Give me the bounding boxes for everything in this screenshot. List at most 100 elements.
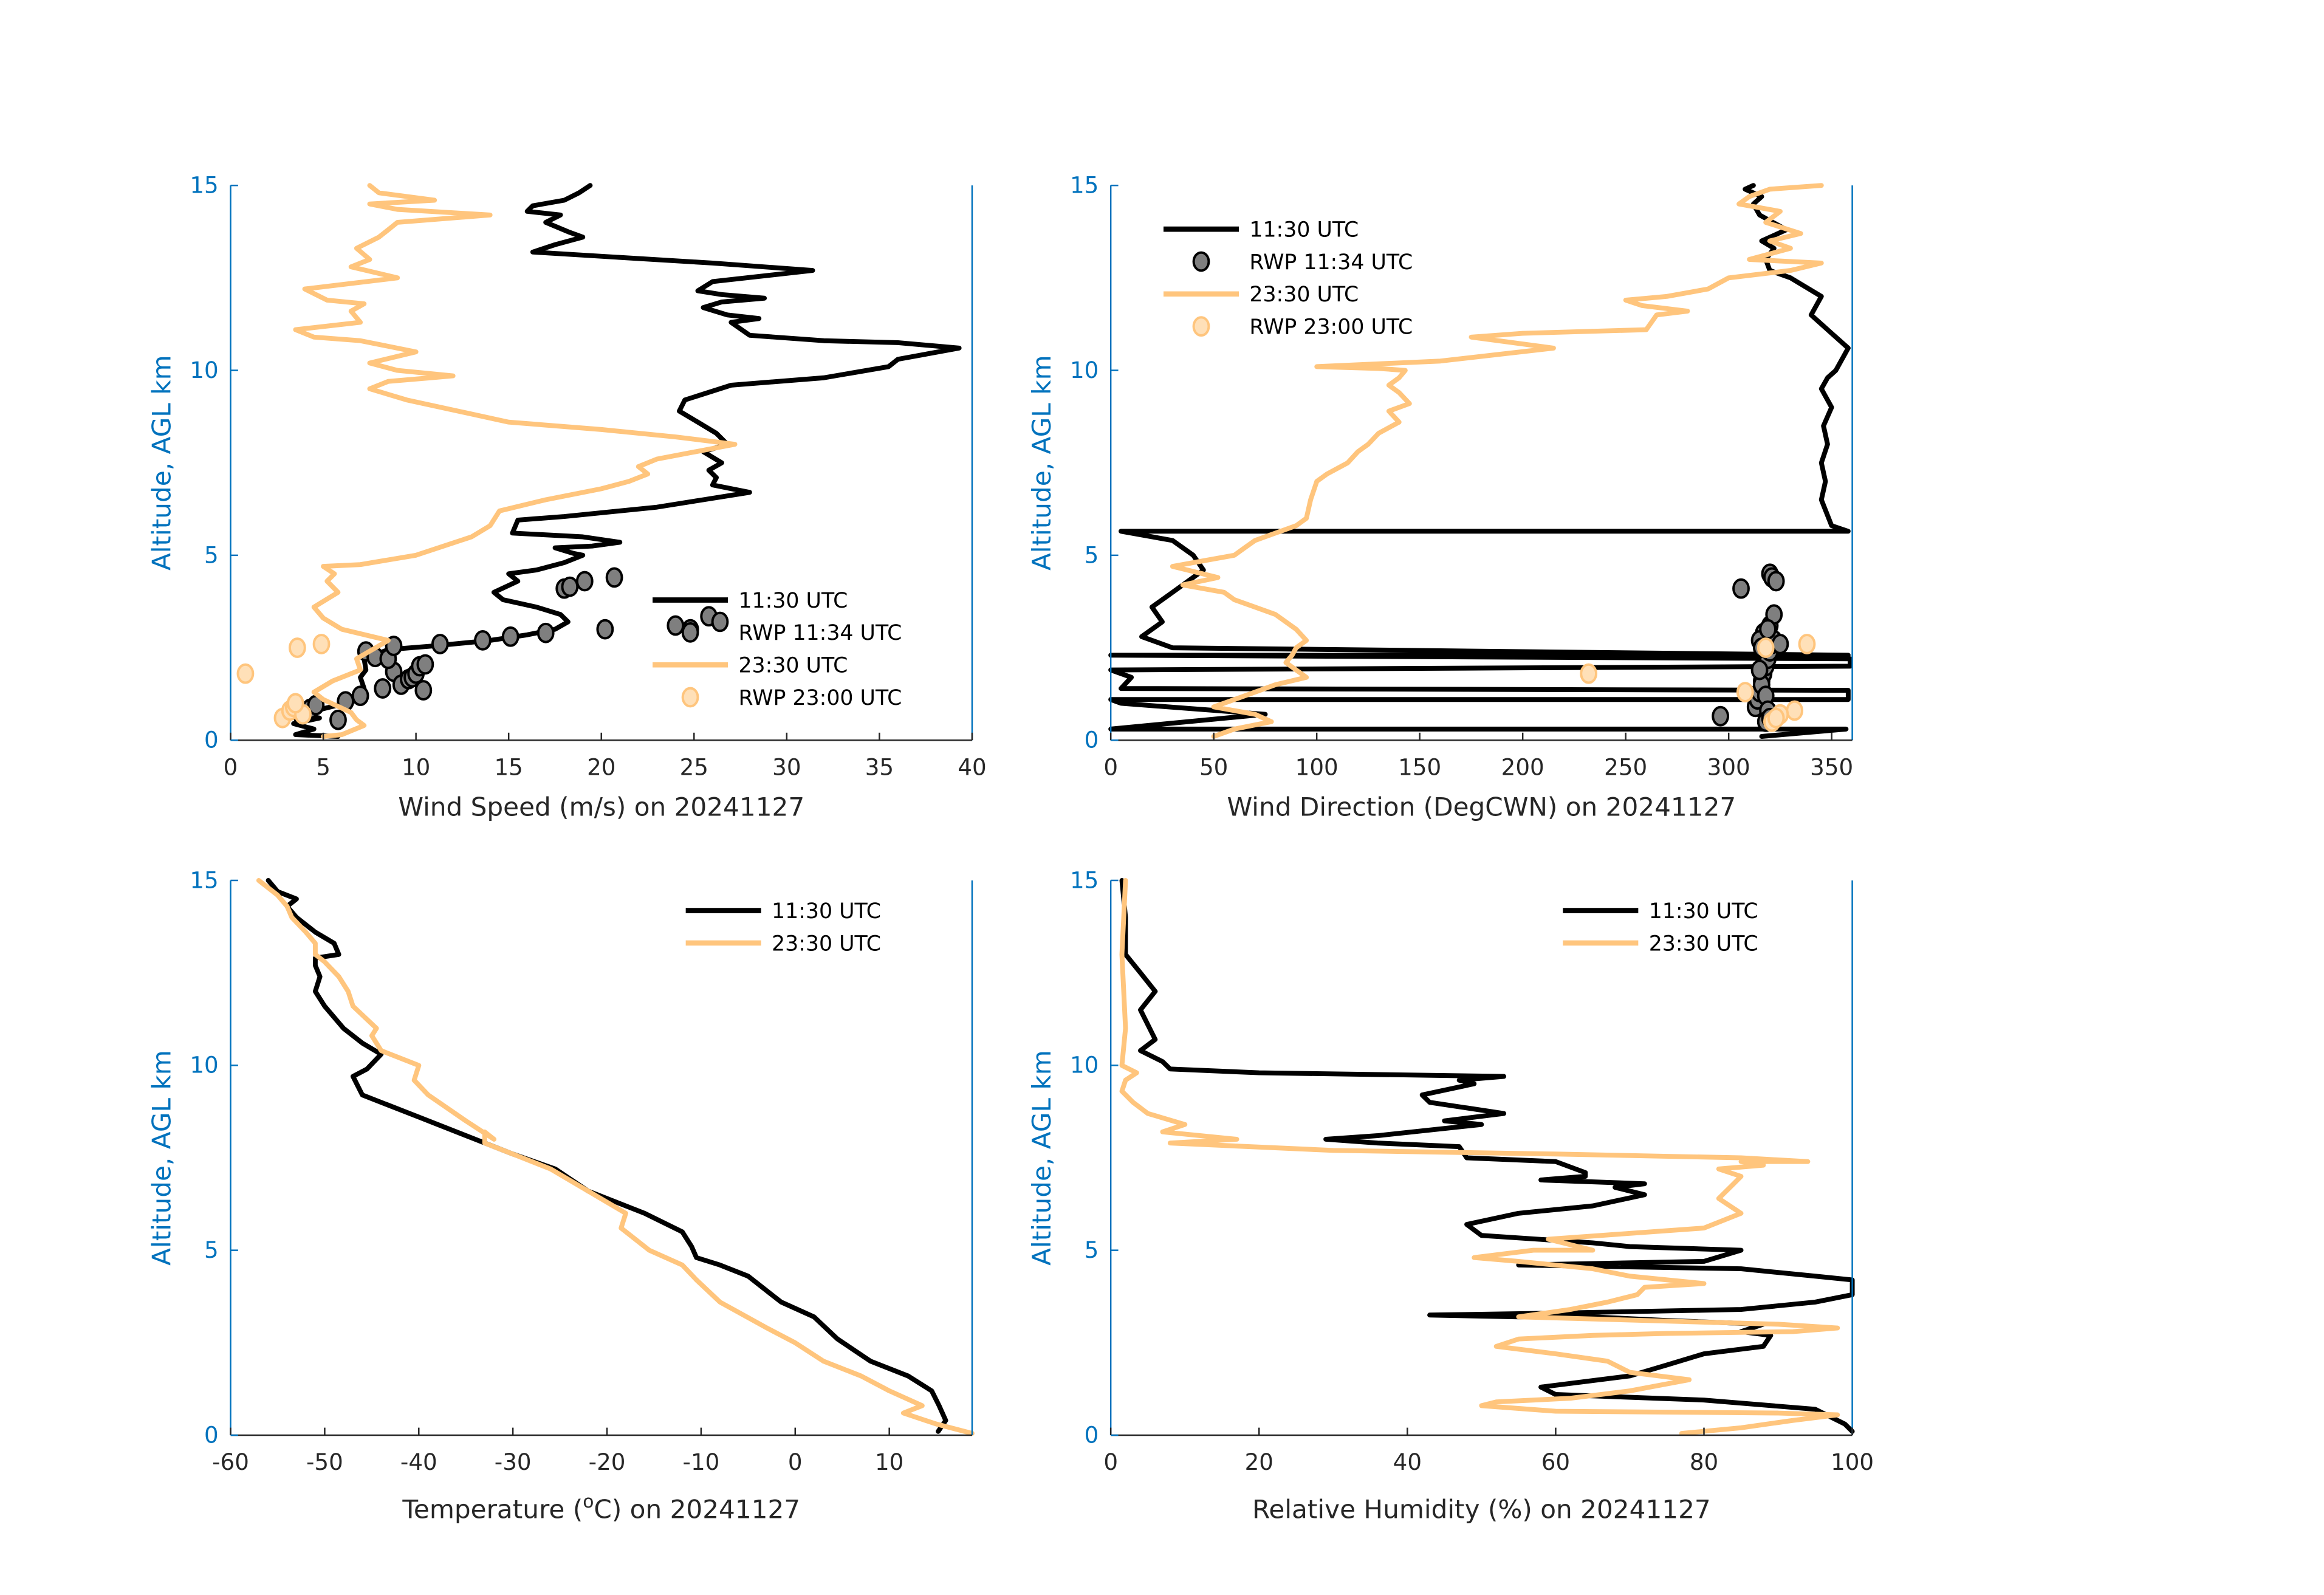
plot-area (236, 183, 962, 739)
data-point-rwp-11-34-utc (561, 576, 579, 597)
legend-item: 23:30 UTC (685, 931, 881, 956)
y-tick-label: 0 (204, 1421, 219, 1448)
x-tick-label: 0 (224, 753, 238, 780)
y-tick-label: 10 (190, 1052, 218, 1079)
panel-wind-direction: 0 50 100 150 200 250 300 350 0 5 10 15 Wind Directio… (1027, 172, 1853, 822)
x-tick-label: 35 (865, 753, 894, 780)
series-line-11-30-utc (266, 877, 948, 1434)
legend-item: RWP 11:34 UTC (681, 621, 902, 645)
legend-label: 11:30 UTC (1649, 899, 1758, 924)
y-tick-label: 10 (1070, 1052, 1099, 1079)
y-tick-label: 0 (1085, 1421, 1099, 1448)
panel-temperature: -60 -50 -40 -30 -20 -10 0 10 0 5 10 15 Temperature (… (146, 866, 975, 1524)
y-tick-label: 5 (1085, 541, 1099, 568)
legend-marker-icon (1192, 316, 1210, 337)
x-tick-label: 40 (958, 753, 986, 780)
x-tick-label: 10 (875, 1449, 903, 1475)
data-point-rwp-23-00-utc (1580, 663, 1598, 684)
data-point-rwp-23-00-utc (312, 634, 331, 654)
x-tick-label: 150 (1398, 753, 1441, 780)
x-tick-label: 20 (587, 753, 615, 780)
y-tick-label: 5 (1085, 1237, 1099, 1263)
x-tick-label: 250 (1604, 753, 1647, 780)
legend-item: RWP 23:00 UTC (681, 686, 902, 710)
data-point-rwp-11-34-utc (711, 611, 729, 633)
plot-area (1108, 183, 1853, 739)
series-line-23-30-utc (1170, 183, 1824, 739)
data-point-rwp-23-00-utc (1736, 682, 1754, 702)
legend-marker-icon (681, 687, 699, 708)
x-tick-label: 350 (1810, 753, 1853, 780)
x-axis-label-part: C) on 20241127 (594, 1494, 800, 1524)
x-axis-label-part: Temperature ( (402, 1494, 583, 1524)
legend-item: RWP 23:00 UTC (1192, 315, 1413, 340)
panel-relative-humidity: 0 20 40 60 80 100 0 5 10 15 Relative Humidity (%) … (1027, 866, 1874, 1524)
y-tick-label: 10 (1070, 357, 1099, 383)
x-tick-label: 300 (1707, 753, 1750, 780)
data-point-rwp-11-34-utc (1732, 578, 1750, 599)
x-tick-label: 40 (1393, 1449, 1422, 1475)
data-point-rwp-11-34-utc (596, 619, 614, 640)
y-tick-label: 5 (204, 541, 219, 568)
data-point-rwp-11-34-utc (536, 622, 555, 643)
data-point-rwp-11-34-utc (351, 685, 369, 707)
plot-area (256, 877, 975, 1436)
legend-label: 23:30 UTC (1649, 931, 1758, 956)
y-axis-label: Altitude, AGL km (1027, 1050, 1057, 1266)
data-point-rwp-11-34-utc (416, 654, 434, 675)
legend-item: 11:30 UTC (653, 589, 848, 613)
legend-item: 23:30 UTC (1563, 931, 1758, 956)
y-axis-label: Altitude, AGL km (146, 1050, 176, 1266)
y-tick-label: 15 (190, 172, 218, 199)
x-tick-label: 5 (316, 753, 331, 780)
legend-item: 23:30 UTC (653, 654, 848, 678)
y-tick-label: 15 (1070, 172, 1099, 199)
data-point-rwp-23-00-utc (288, 637, 306, 658)
legend-item: 11:30 UTC (1563, 899, 1758, 924)
legend-item: RWP 11:34 UTC (1192, 250, 1413, 275)
data-point-rwp-11-34-utc (667, 615, 685, 636)
x-tick-label: 50 (1199, 753, 1228, 780)
series-line-23-30-utc (256, 877, 975, 1436)
x-tick-label: -20 (589, 1449, 626, 1475)
x-axis-label: Relative Humidity (%) on 20241127 (1252, 1494, 1711, 1524)
x-tick-label: 0 (1103, 753, 1118, 780)
x-tick-label: 100 (1295, 753, 1339, 780)
data-point-rwp-11-34-utc (1759, 619, 1777, 640)
data-point-rwp-11-34-utc (1767, 571, 1785, 592)
x-tick-label: 0 (1103, 1449, 1118, 1475)
data-point-rwp-23-00-utc (286, 693, 304, 714)
series-line-23-30-utc (1119, 877, 1840, 1436)
legend-label: 23:30 UTC (1249, 283, 1359, 307)
plot-area (1119, 877, 1855, 1436)
y-tick-label: 0 (1085, 727, 1099, 753)
degree-superscript: o (583, 1491, 594, 1512)
data-point-rwp-23-00-utc (1767, 707, 1785, 729)
y-axis-label: Altitude, AGL km (1027, 355, 1057, 571)
series-line-23-30-utc (293, 183, 738, 739)
legend-label: 23:30 UTC (738, 654, 848, 678)
legend-marker-icon (681, 622, 699, 643)
legend-label: RWP 23:00 UTC (738, 686, 902, 710)
panel-wind-speed: 0 5 10 15 20 25 30 35 40 0 5 10 15 Wind Speed (m/s) o… (146, 172, 986, 822)
legend-marker-icon (1192, 251, 1210, 272)
legend-label: RWP 11:34 UTC (738, 621, 902, 645)
x-tick-label: 25 (680, 753, 708, 780)
x-tick-label: -10 (683, 1449, 720, 1475)
data-point-rwp-11-34-utc (329, 709, 347, 730)
legend-label: 11:30 UTC (772, 899, 881, 924)
x-tick-label: 30 (772, 753, 801, 780)
data-point-rwp-23-00-utc (1786, 700, 1804, 721)
legend: 11:30 UTC 23:30 UTC (1563, 899, 1758, 956)
data-point-rwp-23-00-utc (1798, 634, 1816, 654)
x-tick-label: 0 (788, 1449, 803, 1475)
data-point-rwp-11-34-utc (431, 634, 449, 654)
y-axis-label: Altitude, AGL km (146, 355, 176, 571)
legend-item: 11:30 UTC (1163, 218, 1359, 242)
data-point-rwp-11-34-utc (575, 571, 594, 592)
x-tick-label: 60 (1541, 1449, 1570, 1475)
legend-label: 23:30 UTC (772, 931, 881, 956)
legend: 11:30 UTC RWP 11:34 UTC 23:30 UTC RWP 23:00… (653, 589, 902, 710)
legend-label: RWP 23:00 UTC (1249, 315, 1413, 340)
